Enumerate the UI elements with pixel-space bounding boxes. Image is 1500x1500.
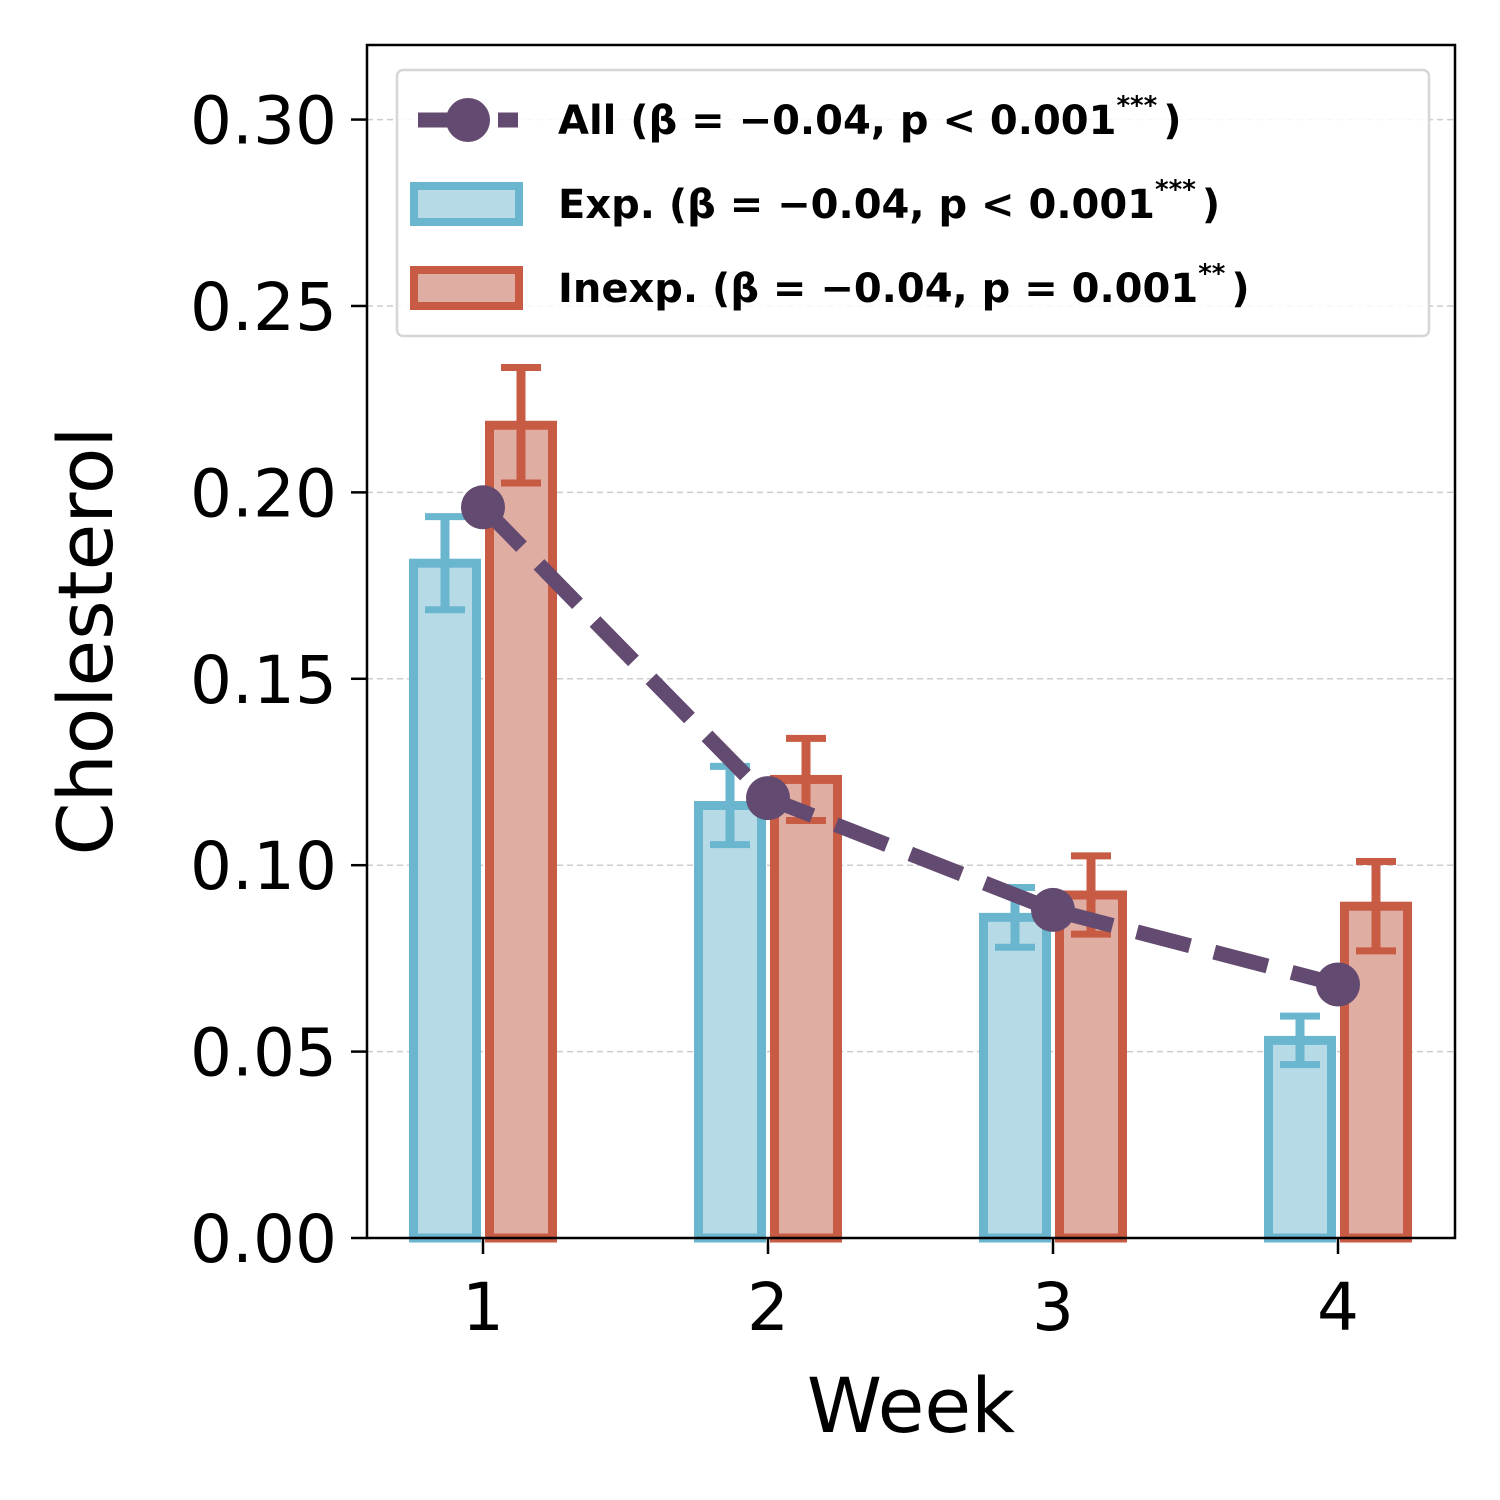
- bar-exp-week-2: [694, 801, 766, 1243]
- y-tick-label: 0.05: [190, 1015, 337, 1092]
- point-all-week-1: [461, 485, 505, 530]
- line-all: [477, 502, 1340, 992]
- point-all-week-2: [746, 776, 790, 821]
- axes-layer: 0.00 0.05 0.10 0.15 0.20 0.25 0.30 1 2 3 4: [190, 83, 1359, 1346]
- point-all-week-3: [1031, 887, 1075, 932]
- plot-frame: [365, 43, 1457, 1240]
- x-tick-label: 3: [1032, 1269, 1074, 1346]
- bar-inexp-week-3: [1055, 890, 1127, 1243]
- x-tick-label: 2: [747, 1269, 789, 1346]
- bar-inexp-week-4: [1340, 901, 1412, 1243]
- legend-label: Exp. (β = −0.04, p < 0.001***): [558, 175, 1220, 228]
- x-tick-label: 4: [1317, 1269, 1359, 1346]
- line-layer: [461, 485, 1360, 1007]
- legend-marker-all: [446, 98, 490, 142]
- legend-label-close: ): [1231, 266, 1249, 312]
- y-tick-label: 0.20: [190, 455, 337, 532]
- bar-exp-week-4: [1264, 1035, 1336, 1243]
- legend-label-main: Inexp. (β = −0.04, p = 0.001: [558, 266, 1198, 312]
- legend-label-stars: ***: [1116, 91, 1157, 121]
- error-bar: [501, 363, 541, 487]
- x-axis-title: Week: [807, 1361, 1015, 1450]
- legend-label-close: ): [1202, 182, 1220, 228]
- y-axis-title: Cholesterol: [41, 427, 130, 856]
- legend-label: All (β = −0.04, p < 0.001***): [558, 91, 1182, 144]
- y-tick-label: 0.10: [190, 828, 337, 905]
- y-tick-label: 0.00: [190, 1201, 337, 1278]
- bar-inexp-week-2: [770, 774, 842, 1243]
- legend-swatch-exp: [410, 182, 523, 226]
- error-bar: [1280, 1012, 1320, 1069]
- legend-label-main: All (β = −0.04, p < 0.001: [558, 98, 1116, 144]
- bar-exp-week-1: [409, 558, 481, 1243]
- legend-label-main: Exp. (β = −0.04, p < 0.001: [558, 182, 1155, 228]
- error-bar: [425, 513, 465, 614]
- legend-swatch-inexp: [410, 266, 523, 310]
- legend-box: [395, 68, 1431, 338]
- y-tick-label: 0.15: [190, 642, 337, 719]
- error-bar: [1356, 857, 1396, 955]
- bar-inexp-week-1: [485, 420, 557, 1243]
- point-all-week-4: [1316, 962, 1360, 1007]
- legend-label: Inexp. (β = −0.04, p = 0.001**): [558, 259, 1250, 312]
- y-tick-label: 0.25: [190, 269, 337, 346]
- x-tick-label: 1: [462, 1269, 504, 1346]
- y-tick-label: 0.30: [190, 83, 337, 160]
- legend-label-stars: ***: [1155, 175, 1196, 205]
- legend-label-stars: **: [1198, 259, 1226, 289]
- legend: All (β = −0.04, p < 0.001***)Exp. (β = −…: [395, 68, 1431, 338]
- legend-label-close: ): [1163, 98, 1181, 144]
- bar-exp-week-3: [979, 912, 1051, 1243]
